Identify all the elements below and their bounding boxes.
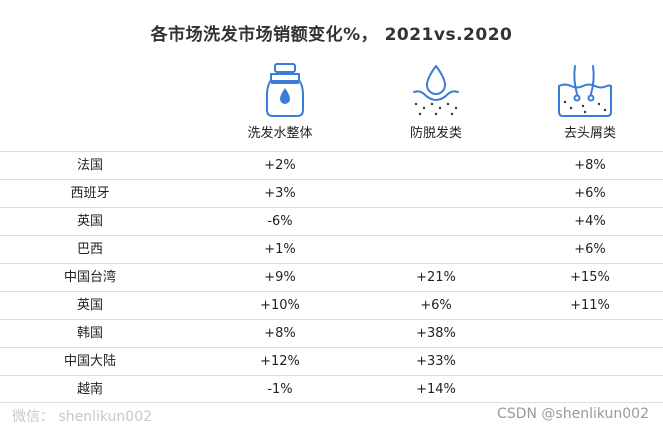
value-cell: +33% [416,354,456,369]
value-cell [356,208,516,235]
market-label: 中国台湾 [63,270,116,285]
table-row: 法国 +2% +8% [0,151,663,179]
column-header-anti-hair-loss: 防脱发类 [409,126,462,141]
value-cell: +15% [570,270,610,285]
value-cell: +14% [416,382,456,397]
value-cell: -6% [267,214,293,229]
table-row: 越南 -1% +14% [0,375,663,403]
value-cell: +38% [416,326,456,341]
value-cell: +6% [574,186,606,201]
table-row: 西班牙 +3% +6% [0,179,663,207]
water-drop-scalp-icon [413,65,459,116]
value-cell: +6% [574,242,606,257]
value-cell [356,180,516,207]
column-header-shampoo-overall: 洗发水整体 [247,126,313,141]
value-cell [356,152,516,179]
market-label: 英国 [76,298,103,313]
value-cell: +3% [264,186,296,201]
table-row: 中国大陆 +12% +33% [0,347,663,375]
value-cell: -1% [267,382,293,397]
table-row: 英国 -6% +4% [0,207,663,235]
chart-title: 各市场洗发市场销额变化%， 2021vs.2020 [150,25,513,45]
shampoo-bottle-icon [266,63,304,117]
value-cell [510,348,663,375]
market-label: 中国大陆 [63,354,116,369]
market-label: 英国 [76,214,103,229]
table-row: 英国 +10% +6% +11% [0,291,663,319]
value-cell: +10% [260,298,300,313]
value-cell: +21% [416,270,456,285]
value-cell: +8% [264,326,296,341]
value-cell: +1% [264,242,296,257]
table-row: 巴西 +1% +6% [0,235,663,263]
value-cell: +12% [260,354,300,369]
value-cell [510,320,663,347]
market-label: 韩国 [76,326,103,341]
table-row: 中国台湾 +9% +21% +15% [0,263,663,291]
value-cell: +6% [420,298,452,313]
watermark-csdn: CSDN @shenlikun002 [497,406,649,422]
market-label: 西班牙 [70,186,110,201]
market-label: 法国 [76,158,103,173]
watermark-wechat: 微信： shenlikun002 [12,409,153,425]
market-label: 巴西 [76,242,103,257]
value-cell: +9% [264,270,296,285]
value-cell [510,376,663,403]
value-cell [356,236,516,263]
data-table: 法国 +2% +8% 西班牙 +3% +6% 英国 -6% +4% 巴西 +1% +6% 中国台湾 +9%… [0,151,663,403]
table-row: 韩国 +8% +38% [0,319,663,347]
value-cell: +2% [264,158,296,173]
hair-follicle-icon [558,65,612,117]
value-cell: +8% [574,158,606,173]
value-cell: +4% [574,214,606,229]
market-label: 越南 [76,382,103,397]
value-cell: +11% [570,298,610,313]
column-header-anti-dandruff: 去头屑类 [563,126,616,141]
